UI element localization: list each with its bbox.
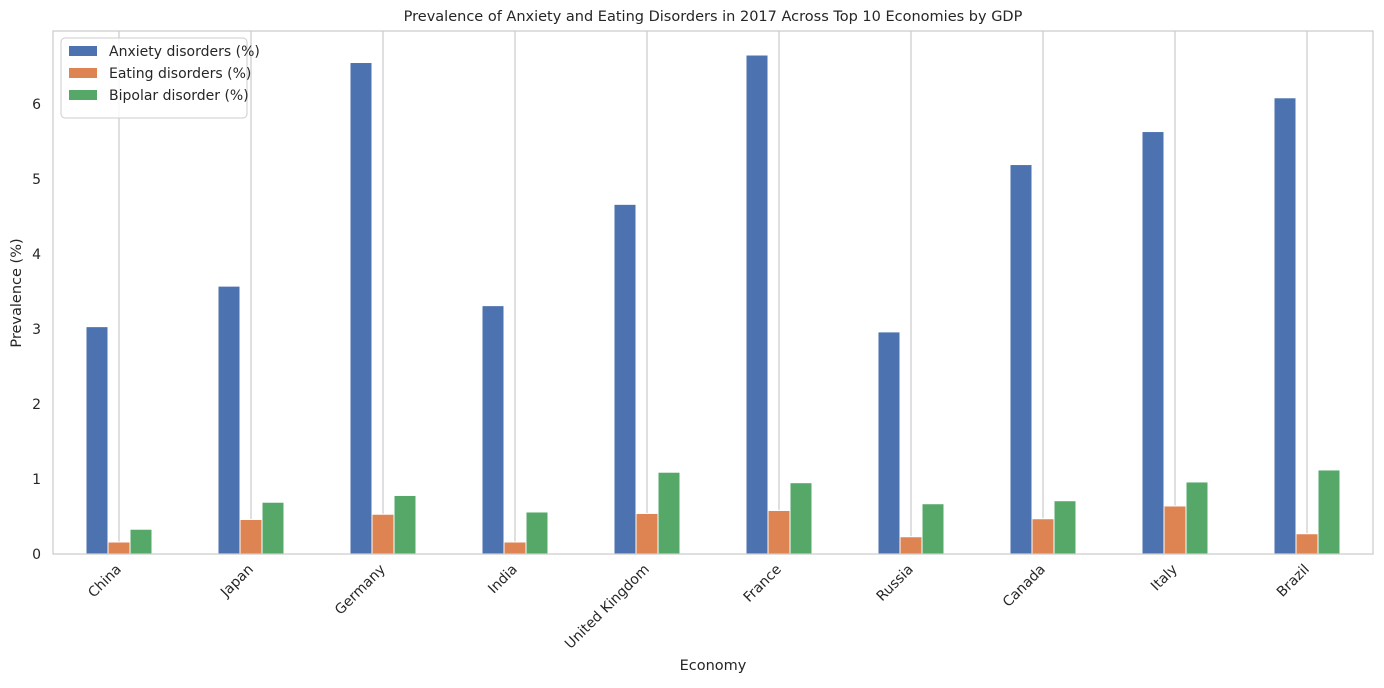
y-tick-label: 3 bbox=[32, 322, 41, 338]
legend-swatch bbox=[69, 68, 97, 78]
bar bbox=[613, 203, 637, 555]
y-tick-label: 2 bbox=[32, 397, 41, 413]
bar bbox=[239, 518, 263, 555]
bars bbox=[85, 54, 1341, 555]
bar bbox=[107, 541, 131, 555]
y-axis-label: Prevalence (%) bbox=[9, 238, 25, 347]
bar bbox=[767, 509, 791, 555]
bar bbox=[1163, 505, 1187, 555]
legend-swatch bbox=[69, 46, 97, 56]
plot-frame bbox=[52, 30, 1374, 555]
x-axis-label: Economy bbox=[680, 658, 747, 674]
bar bbox=[261, 501, 285, 555]
bar bbox=[503, 541, 527, 555]
x-tick-label: Brazil bbox=[1274, 562, 1313, 601]
bar bbox=[371, 513, 395, 555]
y-tick-label: 6 bbox=[32, 97, 41, 113]
bar bbox=[789, 482, 813, 555]
bar bbox=[129, 528, 153, 555]
legend-label: Eating disorders (%) bbox=[109, 66, 251, 82]
x-tick-label: Canada bbox=[1000, 562, 1049, 611]
x-tick-label: France bbox=[741, 562, 785, 606]
bar bbox=[85, 326, 109, 555]
bar bbox=[1295, 533, 1319, 555]
y-tick-label: 1 bbox=[32, 472, 41, 488]
bar bbox=[1317, 469, 1341, 555]
x-tick-label: China bbox=[85, 562, 125, 602]
bar bbox=[1273, 97, 1297, 555]
chart-title: Prevalence of Anxiety and Eating Disorde… bbox=[404, 9, 1023, 25]
legend-label: Bipolar disorder (%) bbox=[109, 88, 249, 104]
x-tick-label: Japan bbox=[217, 562, 257, 602]
bar bbox=[921, 503, 945, 555]
bar bbox=[349, 62, 373, 555]
bar bbox=[635, 512, 659, 555]
x-tick-label: Italy bbox=[1148, 562, 1181, 595]
legend-swatch bbox=[69, 90, 97, 100]
bar bbox=[1053, 500, 1077, 555]
x-ticks: China Japan Germany India United Kingdom Fran… bbox=[85, 562, 1313, 653]
x-tick-label: Russia bbox=[874, 562, 917, 605]
legend-box bbox=[60, 37, 248, 119]
bar bbox=[899, 536, 923, 555]
bar bbox=[1185, 481, 1209, 555]
bar bbox=[1009, 164, 1033, 555]
y-tick-label: 5 bbox=[32, 172, 41, 188]
bar bbox=[1141, 131, 1165, 555]
bar bbox=[1031, 518, 1055, 555]
y-tick-label: 4 bbox=[32, 247, 41, 263]
grid-lines bbox=[118, 31, 1308, 554]
x-tick-label: Germany bbox=[332, 562, 389, 619]
bar bbox=[481, 305, 505, 555]
bar bbox=[525, 511, 549, 555]
bar bbox=[393, 494, 417, 555]
bar bbox=[217, 285, 241, 555]
x-tick-label: India bbox=[485, 562, 521, 598]
bar bbox=[745, 54, 769, 555]
x-tick-label: United Kingdom bbox=[562, 562, 653, 653]
bar bbox=[657, 471, 681, 555]
y-tick-label: 0 bbox=[32, 547, 41, 563]
y-ticks: 0 1 2 3 4 5 6 bbox=[32, 97, 41, 563]
bar bbox=[877, 331, 901, 555]
legend-label: Anxiety disorders (%) bbox=[109, 44, 260, 60]
legend: Anxiety disorders (%) Eating disorders (%… bbox=[60, 37, 260, 119]
